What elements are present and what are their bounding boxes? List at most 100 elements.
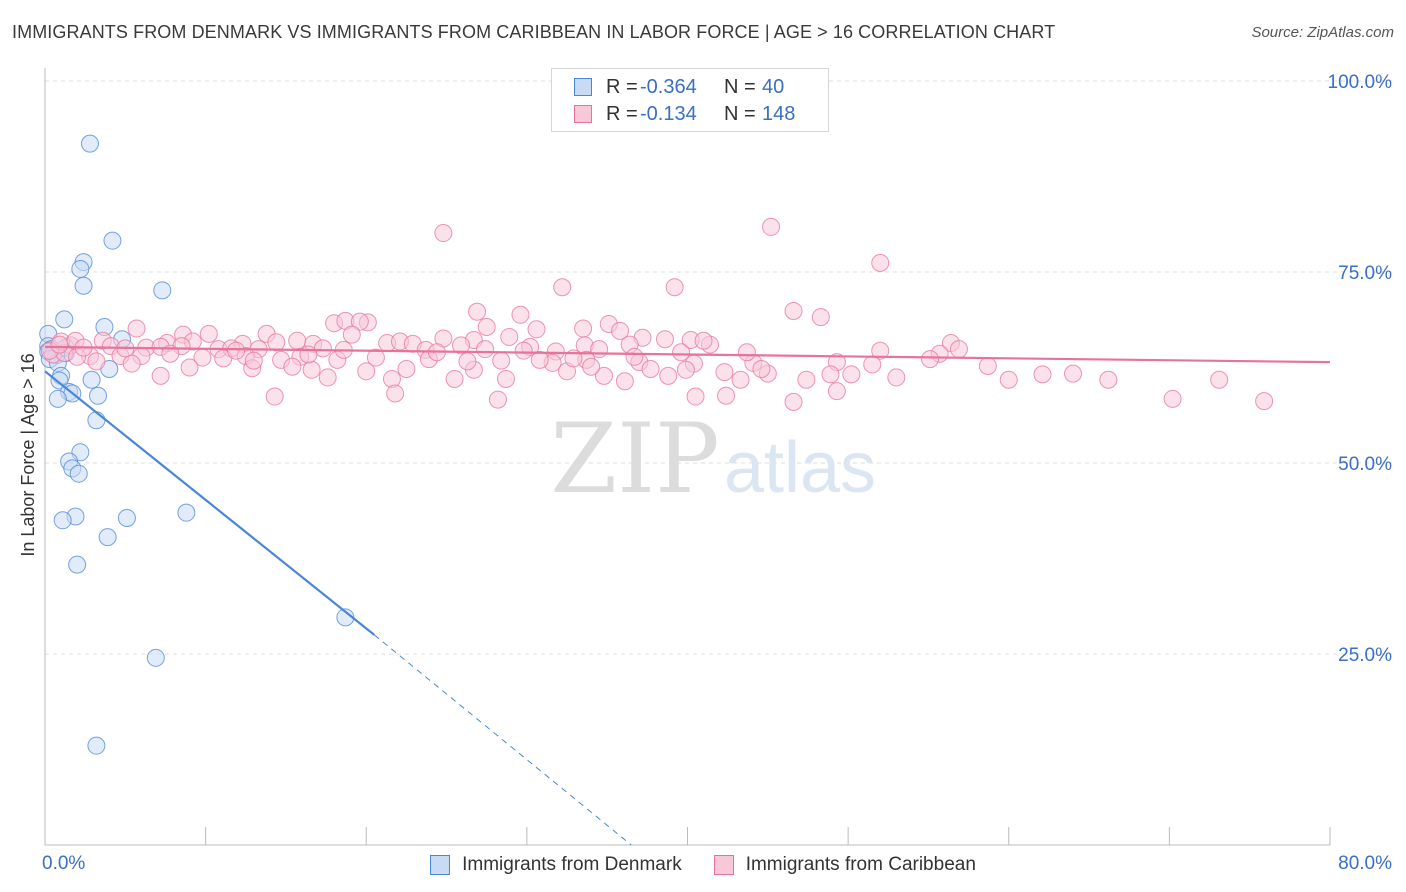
data-point <box>676 360 695 379</box>
data-point <box>244 351 263 370</box>
data-point <box>784 392 803 411</box>
data-point <box>752 360 771 379</box>
data-point <box>386 384 405 403</box>
data-point <box>350 312 369 331</box>
chart-title: IMMIGRANTS FROM DENMARK VS IMMIGRANTS FR… <box>12 22 1056 42</box>
data-point <box>74 276 93 295</box>
data-point <box>299 345 318 364</box>
y-tick-label: 50.0% <box>1338 454 1392 475</box>
data-point <box>842 365 861 384</box>
data-point <box>302 360 321 379</box>
data-point <box>717 386 736 405</box>
trend-line-caribbean <box>44 345 1331 364</box>
correlation-legend: R = -0.364 N = 40 R = -0.134 N = 148 <box>551 68 829 132</box>
legend-n-value: 148 <box>762 102 796 125</box>
trend-layer <box>44 345 1331 846</box>
data-point <box>784 301 803 320</box>
data-point <box>87 736 106 755</box>
data-point <box>69 464 88 483</box>
data-point <box>492 351 511 370</box>
y-tick-label: 75.0% <box>1338 263 1392 284</box>
data-point <box>153 281 172 300</box>
data-point <box>87 411 106 430</box>
data-point <box>177 503 196 522</box>
legend-r-label: R = <box>606 102 638 125</box>
data-point <box>55 310 74 329</box>
data-point <box>887 368 906 387</box>
data-point <box>87 352 106 371</box>
data-point <box>715 363 734 382</box>
data-point <box>283 357 302 376</box>
legend-row-denmark: R = -0.364 N = 40 <box>574 75 784 99</box>
watermark-atlas: atlas <box>724 428 876 508</box>
data-point <box>672 343 691 362</box>
data-point <box>50 371 69 390</box>
data-point <box>1255 392 1274 411</box>
data-point <box>265 387 284 406</box>
data-point <box>48 389 67 408</box>
points-layer <box>39 134 1274 755</box>
data-point <box>68 555 87 574</box>
data-point <box>496 369 515 388</box>
data-point <box>731 370 750 389</box>
data-point <box>737 343 756 362</box>
data-point <box>488 390 507 409</box>
data-point <box>80 134 99 153</box>
data-point <box>445 369 464 388</box>
legend-item-denmark[interactable]: Immigrants from Denmark <box>430 854 682 876</box>
data-point <box>871 253 890 272</box>
data-point <box>227 341 246 360</box>
data-point <box>514 341 533 360</box>
legend-item-caribbean[interactable]: Immigrants from Caribbean <box>713 854 976 876</box>
data-point <box>122 354 141 373</box>
data-point <box>511 305 530 324</box>
data-point <box>1099 370 1118 389</box>
series-denmark <box>39 134 355 755</box>
data-point <box>117 509 136 528</box>
data-point <box>821 365 840 384</box>
data-point <box>641 360 660 379</box>
legend-n-label: N = <box>724 75 756 98</box>
series-caribbean <box>40 217 1274 411</box>
data-point <box>659 366 678 385</box>
legend-swatch-caribbean <box>713 855 734 875</box>
data-point <box>397 360 416 379</box>
data-point <box>180 358 199 377</box>
legend-r-value: -0.364 <box>640 75 697 98</box>
y-tick-label: 100.0% <box>1328 72 1393 93</box>
data-point <box>477 318 496 337</box>
data-point <box>1064 364 1082 383</box>
x-tick-label: 0.0% <box>42 853 85 874</box>
series-legend: Immigrants from Denmark Immigrants from … <box>0 852 1406 878</box>
trend-extension-denmark <box>373 634 632 846</box>
data-point <box>611 321 630 340</box>
data-point <box>89 386 108 405</box>
data-point <box>797 370 816 389</box>
data-point <box>199 324 218 343</box>
data-point <box>615 372 634 391</box>
data-point <box>574 319 593 338</box>
data-point <box>871 341 890 360</box>
data-point <box>434 224 453 243</box>
data-point <box>468 302 487 321</box>
legend-n-label: N = <box>724 102 756 125</box>
source-label: Source: ZipAtlas.com <box>1251 24 1394 41</box>
data-point <box>949 340 968 359</box>
legend-row-caribbean: R = -0.134 N = 148 <box>574 102 795 126</box>
watermark-zip: ZIP <box>550 403 719 515</box>
legend-r-value: -0.134 <box>640 102 697 125</box>
data-point <box>476 340 495 359</box>
data-point <box>53 511 72 530</box>
legend-r-label: R = <box>606 75 638 98</box>
legend-swatch-denmark <box>574 78 592 96</box>
data-point <box>999 370 1018 389</box>
data-point <box>625 347 644 366</box>
data-point <box>594 366 613 385</box>
data-point <box>978 356 997 375</box>
data-point <box>553 278 572 297</box>
data-point <box>827 382 846 401</box>
data-point <box>458 352 477 371</box>
data-point <box>71 259 90 278</box>
data-point <box>686 387 705 406</box>
